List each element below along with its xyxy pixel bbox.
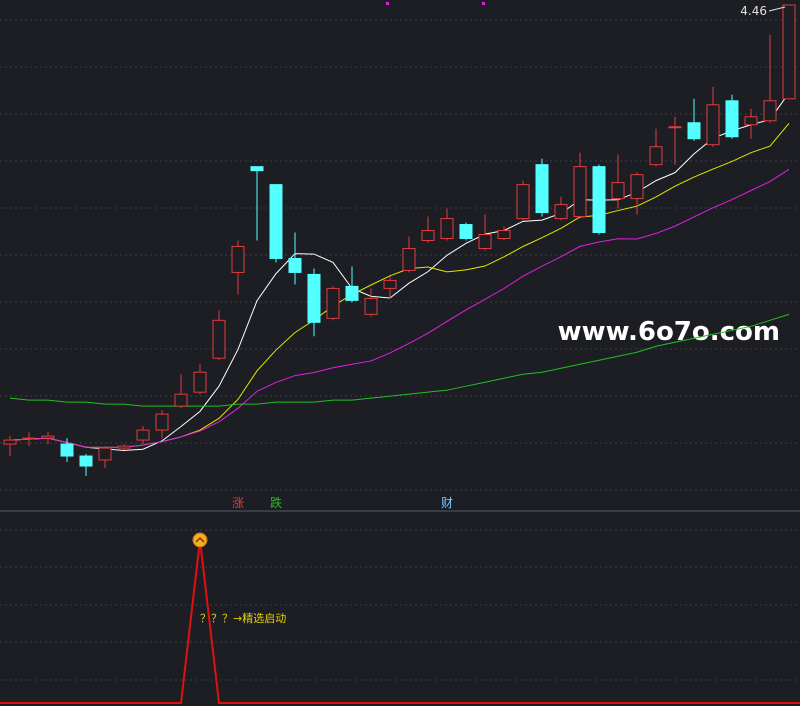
candle-body	[763, 100, 777, 122]
marker-label: 财	[441, 496, 453, 510]
candle-body	[174, 393, 188, 407]
candle-body	[3, 439, 17, 445]
moving-average	[9, 168, 790, 448]
candle-body	[307, 273, 321, 323]
candle-body	[269, 184, 283, 259]
peak-label: 4.46	[740, 4, 767, 18]
marker-label: 涨	[232, 495, 244, 510]
candle-body	[478, 234, 492, 249]
peak-arrow	[768, 6, 786, 12]
candle-body	[421, 230, 435, 241]
candle-body	[725, 100, 739, 138]
candle-body	[516, 184, 530, 220]
signal-label: ？？？→精选启动	[200, 612, 286, 625]
candle-body	[136, 429, 150, 441]
dot	[386, 2, 389, 5]
candle-body	[364, 297, 378, 315]
candle-body	[98, 447, 112, 461]
candle-body	[60, 443, 74, 457]
candle-body	[744, 116, 758, 126]
candle-body	[41, 435, 55, 439]
candle-body	[250, 166, 264, 172]
signal-icon-chevron	[195, 536, 205, 543]
long-moving-average	[9, 313, 790, 407]
candle-body	[383, 279, 397, 289]
candle-body	[459, 224, 473, 240]
watermark: www.6o7o.com	[558, 317, 780, 347]
candle-body	[782, 4, 796, 100]
moving-average	[9, 92, 790, 451]
candle-body	[288, 257, 302, 273]
candle-body	[440, 218, 454, 240]
candle-body	[212, 319, 226, 359]
candle-body	[554, 204, 568, 220]
candle-body	[231, 245, 245, 273]
candle-body	[706, 104, 720, 146]
marker-label: 跌	[270, 495, 282, 510]
candle-body	[573, 166, 587, 218]
candle-body	[497, 230, 511, 240]
signal-line	[0, 539, 800, 704]
moving-average	[9, 123, 790, 448]
candle-body	[649, 146, 663, 166]
candle-body	[326, 287, 340, 319]
candle-body	[630, 174, 644, 200]
candle-body	[22, 437, 36, 440]
candle-body	[535, 164, 549, 214]
candle-body	[193, 371, 207, 393]
grid	[0, 19, 800, 681]
candle-body	[668, 126, 682, 129]
candle-body	[345, 285, 359, 301]
candle-body	[117, 445, 131, 449]
candle-body	[79, 455, 93, 467]
candle-body	[155, 413, 169, 431]
candle-body	[611, 182, 625, 200]
signal-icon	[192, 532, 208, 548]
candle-body	[592, 166, 606, 234]
candle-body	[402, 247, 416, 271]
candle-body	[687, 122, 701, 140]
dot	[482, 2, 485, 5]
